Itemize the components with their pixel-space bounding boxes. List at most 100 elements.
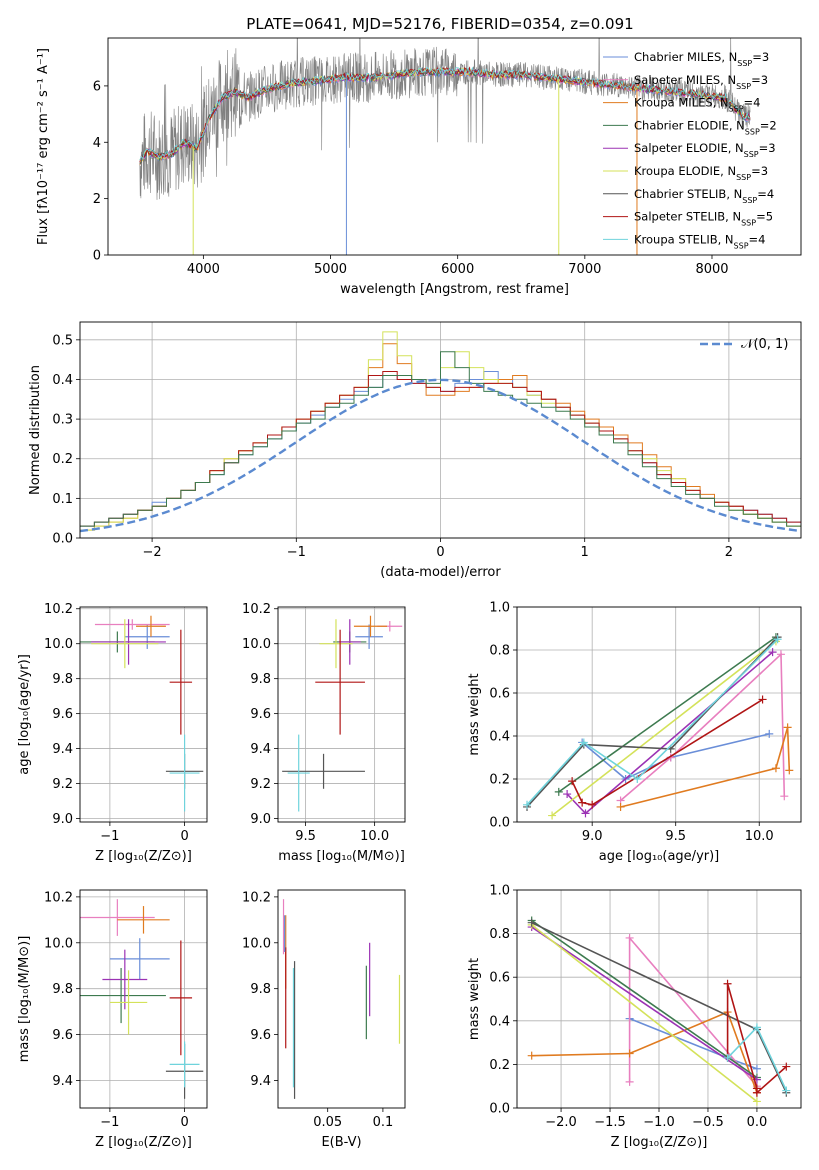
weight-line-kroupa_elodie <box>551 640 777 817</box>
x-tick-label: −1 <box>287 545 306 560</box>
axes-mass_vs_ebv: 0.05 0.1 9.4 9.6 9.8 10.0 10.2 E(B-V) <box>242 889 406 1150</box>
chart-panels: 4000 5000 6000 7000 8000 0 2 4 6 wavelength [Angs… <box>17 37 802 1150</box>
y-tick-label: 10.0 <box>44 637 73 652</box>
axes-frame <box>277 606 406 823</box>
legend-subscript: SSP <box>742 195 757 204</box>
x-tick-label: −1.0 <box>643 1115 675 1130</box>
weight-line-kroupa_miles <box>620 727 791 808</box>
x-axis-label: age [log₁₀(age/yr)] <box>599 849 720 864</box>
axes-frame <box>79 889 208 1109</box>
y-tick-label: 9.6 <box>52 1028 73 1043</box>
x-tick-label: 4000 <box>187 262 220 277</box>
weight-line-salpeter_elodie <box>566 651 774 815</box>
y-tick-label: 10.2 <box>44 890 73 905</box>
x-tick-label: 9.0 <box>582 829 603 844</box>
weight-marker-kroupa_miles <box>625 1049 634 1058</box>
legend-subscript: SSP <box>745 127 760 136</box>
weight-marker-kroupa_stelib <box>782 1086 791 1095</box>
x-tick-label: 5000 <box>314 262 347 277</box>
weight-line-salpeter_elodie <box>531 926 758 1081</box>
y-tick-label: 0.0 <box>489 1102 510 1117</box>
legend-entry: Kroupa ELODIE, NSSP=3 <box>634 164 768 182</box>
weight-line-kroupa_elodie <box>531 924 758 1103</box>
weight-marker-kroupa_stelib <box>773 635 782 644</box>
plot-area <box>80 615 204 812</box>
gaussian-curve <box>80 378 799 533</box>
weight-marker-salpeter_stelib <box>723 979 732 988</box>
y-tick-label: 10.0 <box>242 936 271 951</box>
axes-weight_vs_age: 9.0 9.5 10.0 0.0 0.2 0.4 0.6 0.8 1.0 age [log₁₀(a… <box>467 601 802 864</box>
weight-marker-salpeter_stelib <box>752 1088 761 1097</box>
weight-marker-kroupa_stelib <box>723 1053 732 1062</box>
y-tick-label: 9.8 <box>52 672 73 687</box>
weight-marker-salpeter_elodie <box>563 790 572 799</box>
weight-marker-kroupa_miles <box>771 764 780 773</box>
y-tick-label: 4 <box>93 136 101 151</box>
weight-marker-kroupa_elodie <box>752 1097 761 1106</box>
y-tick-label: 0.6 <box>489 971 510 986</box>
y-tick-label: 0.1 <box>52 492 73 507</box>
axes-frame <box>79 321 802 539</box>
y-tick-label: 0.2 <box>489 773 510 788</box>
y-tick-label: 0.2 <box>52 452 73 467</box>
weight-marker-kroupa_stelib <box>579 738 588 747</box>
y-axis-label: Flux [fλ10⁻¹⁷ erg cm⁻² s⁻¹ A⁻¹] <box>36 48 51 245</box>
weight-marker-salpeter_elodie <box>768 648 777 657</box>
x-tick-label: 10.0 <box>360 829 389 844</box>
legend-subscript: SSP <box>736 173 751 182</box>
plot-area <box>139 38 751 255</box>
axes-frame <box>516 606 802 823</box>
x-axis-label: E(B-V) <box>321 1135 361 1150</box>
weight-marker-salpeter_stelib <box>782 1062 791 1071</box>
weight-line-kroupa_miles <box>531 1011 758 1093</box>
x-tick-label: 0.05 <box>313 1115 342 1130</box>
legend-suffix: =5 <box>756 210 773 224</box>
axes-frame <box>277 889 406 1109</box>
x-tick-label: 9.5 <box>295 829 316 844</box>
x-tick-label: −0.5 <box>692 1115 724 1130</box>
y-tick-label: 0.8 <box>489 644 510 659</box>
y-tick-label: 0.5 <box>52 333 73 348</box>
x-tick-label: 8000 <box>695 262 728 277</box>
weight-marker-salpeter_stelib <box>758 695 767 704</box>
y-tick-label: 0.4 <box>52 373 73 388</box>
x-axis-label: (data-model)/error <box>380 565 501 580</box>
plot-area <box>527 916 791 1106</box>
x-tick-label: 9.5 <box>665 829 686 844</box>
plot-area <box>80 331 801 533</box>
weight-marker-salpeter_stelib <box>588 800 597 809</box>
y-tick-label: 9.4 <box>52 1074 73 1089</box>
legend-suffix: =4 <box>744 96 761 110</box>
weight-marker-kroupa_stelib <box>752 1023 761 1032</box>
axes-mass_vs_Z: −1 0 9.4 9.6 9.8 10.0 10.2 Z [log₁₀(Z/Z⊙)] mass … <box>17 889 208 1150</box>
legend-suffix: =4 <box>749 232 766 246</box>
legend-subscript: SSP <box>744 150 759 159</box>
histogram-chabrier_elodie <box>80 351 801 527</box>
legend-subscript: SSP <box>729 104 744 113</box>
y-tick-label: 1.0 <box>489 884 510 899</box>
x-axis-label: Z [log₁₀(Z/Z⊙)] <box>95 1135 192 1150</box>
axes-frame <box>79 606 208 823</box>
plot-area <box>523 633 794 820</box>
y-axis-label: age [log₁₀(age/yr)] <box>17 654 32 775</box>
x-tick-label: 0 <box>180 1115 188 1130</box>
x-tick-label: 10.0 <box>745 829 774 844</box>
y-tick-label: 0.2 <box>489 1058 510 1073</box>
weight-marker-kroupa_stelib <box>633 775 642 783</box>
plot-area <box>282 615 403 812</box>
y-tick-label: 9.8 <box>250 982 271 997</box>
weight-marker-kroupa_miles <box>783 723 792 732</box>
weight-line-salpeter_miles <box>620 652 786 802</box>
y-tick-label: 0.8 <box>489 927 510 942</box>
x-axis-label: Z [log₁₀(Z/Z⊙)] <box>95 849 192 864</box>
y-tick-label: 0.0 <box>489 816 510 831</box>
weight-marker-salpeter_miles <box>776 650 785 659</box>
axes-frame <box>516 889 802 1109</box>
legend-suffix: =2 <box>760 118 777 132</box>
y-tick-label: 9.0 <box>250 812 271 827</box>
legend-entry: Salpeter ELODIE, NSSP=3 <box>634 141 776 159</box>
legend-subscript: SSP <box>736 81 751 90</box>
weight-marker-salpeter_stelib <box>578 798 587 807</box>
weight-marker-chabrier_miles <box>765 729 774 738</box>
